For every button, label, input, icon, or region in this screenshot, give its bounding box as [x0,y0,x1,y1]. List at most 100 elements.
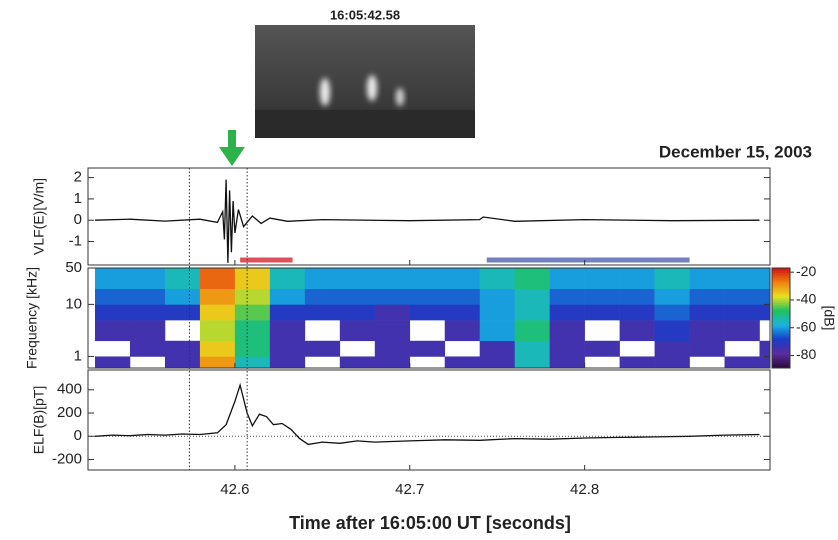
colorbar-segment [772,284,790,287]
colorbar-segment [772,309,790,312]
spectrogram-cell [199,268,236,290]
spectrogram-cell [304,268,341,290]
spectrogram-cell [689,340,725,357]
spectrogram-cell [374,356,411,368]
spectrogram-cell [164,268,201,290]
colorbar-segment [772,339,790,342]
spectrogram-cell [549,288,585,305]
spectrogram-cell [304,304,341,321]
spectrogram-cell [479,288,515,305]
spectrogram-cell [479,268,515,290]
spectrogram-cell [689,288,725,305]
colorbar-segment [772,338,790,341]
spectrogram-cell [759,356,770,368]
spectrogram-cell [619,268,655,290]
colorbar-frame [771,267,791,369]
spectrogram-cell [339,304,376,321]
y-tick-label: 1 [74,190,82,207]
spectrogram-cell [759,340,770,357]
spectrogram-cell [724,356,760,368]
colorbar-segment [772,336,790,339]
colorbar-tick-label: -40 [796,291,816,307]
spectrogram-cell [269,288,306,305]
spectrogram-cell [724,288,760,305]
spectrogram-cell [514,320,550,342]
colorbar-segment [772,328,790,331]
spectrogram-cell [549,356,585,368]
spectrogram-cell [164,356,201,368]
spectrogram-cell [479,304,515,321]
spectrogram-cell [234,304,271,321]
y-tick-label: 50 [65,259,82,276]
spectrogram-cell [689,268,725,290]
colorbar-segment [772,269,790,272]
spectrogram-cell [444,320,481,342]
spectrogram-cell [444,268,481,290]
colorbar-segment [772,324,790,327]
spectrogram-cell [654,268,690,290]
colorbar-segment [772,301,790,304]
spectrogram-cell [234,356,271,368]
colorbar-segment [772,364,790,367]
spectrogram-cell [339,268,376,290]
spectrogram-cell [339,288,376,305]
spectrogram-cell [269,340,306,357]
spectrogram-cell [584,288,620,305]
spectrogram-cell [549,340,585,357]
colorbar-segment [772,319,790,322]
colorbar-segment [772,343,790,346]
spectrogram-cell [94,356,131,368]
colorbar-segment [772,314,790,317]
colorbar-segment [772,278,790,281]
colorbar-label: [dB] [821,306,837,331]
spectrogram-cell [409,288,446,305]
spectrogram-cell [444,356,481,368]
colorbar-segment [772,358,790,361]
spectrogram-cell [339,356,376,368]
spectrogram-cell [514,304,550,321]
colorbar-segment [772,283,790,286]
x-tick-label: 42.6 [220,481,249,498]
spectrogram-cell [514,268,550,290]
spectrogram-cell [654,288,690,305]
colorbar-segment [772,318,790,321]
green-arrow [219,130,245,166]
spectrogram-cell [94,268,131,290]
spectrogram-cell [234,320,271,342]
spectrogram-cell [479,356,515,368]
y-tick-label: 10 [65,295,82,312]
spectrogram-cell [164,288,201,305]
spectrogram-cell [94,304,131,321]
colorbar-segment [772,354,790,357]
spectrogram-cell [94,320,131,342]
colorbar-segment [772,294,790,297]
colorbar-segment [772,321,790,324]
colorbar-segment [772,268,790,271]
spectrogram-cell [444,304,481,321]
colorbar-segment [772,279,790,282]
colorbar-tick-label: -60 [796,318,816,334]
spectrogram-cell [514,356,550,368]
y-axis-label: VLF(E)[V/m] [31,178,47,255]
colorbar-segment [772,316,790,319]
colorbar-segment [772,304,790,307]
colorbar-segment [772,286,790,289]
spectrogram-cell [619,288,655,305]
spectrogram-cell [269,304,306,321]
spectrogram-cell [199,340,236,357]
colorbar-segment [772,361,790,364]
spectrogram-cell [444,288,481,305]
colorbar-segment [772,333,790,336]
colorbar-segment [772,329,790,332]
spectrogram-cell [129,288,166,305]
spectrogram-cell [164,304,201,321]
colorbar-segment [772,323,790,326]
spectrogram-cell [374,304,411,321]
spectrogram-cell [724,320,760,342]
colorbar-segment [772,351,790,354]
spectrogram-cell [234,340,271,357]
spectrogram-cell [164,340,201,357]
spectrogram-cell [654,356,690,368]
colorbar-segment [772,308,790,311]
colorbar-segment [772,293,790,296]
